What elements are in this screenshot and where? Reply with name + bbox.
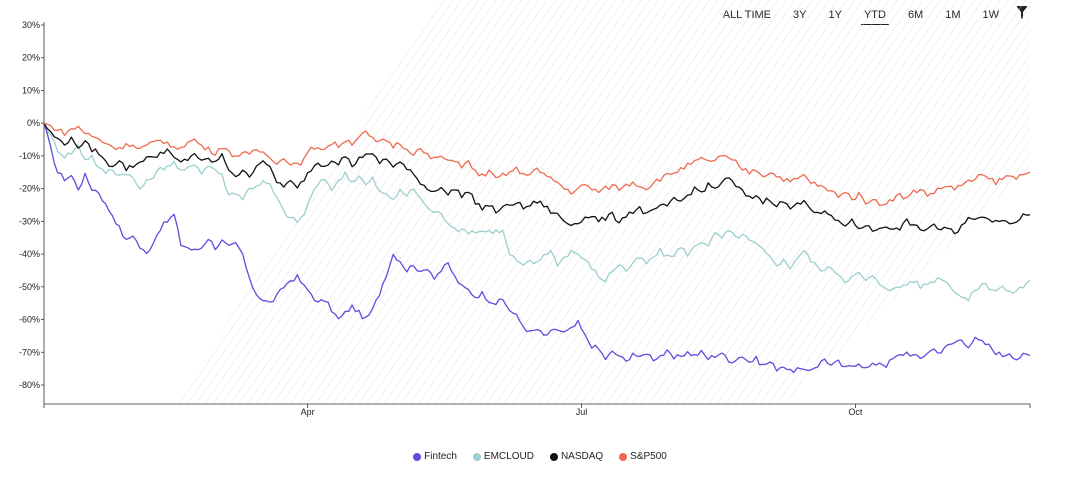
x-tick-label: Apr xyxy=(301,407,315,417)
legend: Fintech EMCLOUD NASDAQ S&P500 xyxy=(0,451,1080,462)
y-tick-label: -20% xyxy=(19,184,40,194)
legend-label: Fintech xyxy=(424,451,457,462)
y-tick-label: 0% xyxy=(27,118,40,128)
legend-item-nasdaq[interactable]: NASDAQ xyxy=(549,451,604,462)
y-tick-label: -10% xyxy=(19,151,40,161)
series-line-emcloud xyxy=(43,122,1031,302)
legend-item-s-p500[interactable]: S&P500 xyxy=(619,451,667,462)
legend-dot-icon xyxy=(472,452,481,461)
line-chart: 30% 20% 10% 0% -10% -20% -30% -40% -50% -60% -70% -… xyxy=(19,0,1031,417)
legend-label: S&P500 xyxy=(630,451,667,462)
y-tick-label: 20% xyxy=(22,53,40,63)
x-tick-label: Jul xyxy=(576,407,588,417)
legend-label: NASDAQ xyxy=(560,451,604,462)
y-tick-label: -60% xyxy=(19,315,40,325)
legend-item-emcloud[interactable]: EMCLOUD xyxy=(472,451,534,462)
y-tick-label: -40% xyxy=(19,249,40,259)
x-tick-label: Oct xyxy=(848,407,863,417)
legend-dot-icon xyxy=(549,452,558,461)
y-tick-label: -70% xyxy=(19,347,40,357)
legend-item-fintech[interactable]: Fintech xyxy=(413,451,457,462)
series-line-s-p500 xyxy=(43,122,1031,206)
y-tick-label: -50% xyxy=(19,282,40,292)
legend-dot-icon xyxy=(413,452,422,461)
legend-dot-icon xyxy=(619,452,628,461)
y-tick-label: 10% xyxy=(22,85,40,95)
legend-label: EMCLOUD xyxy=(483,451,534,462)
y-tick-label: -80% xyxy=(19,380,40,390)
series-line-fintech xyxy=(43,123,1031,374)
hatched-region xyxy=(173,0,1030,404)
series-line-nasdaq xyxy=(43,122,1031,235)
axes: 30% 20% 10% 0% -10% -20% -30% -40% -50% -60% -70% -… xyxy=(19,20,1031,417)
y-tick-label: 30% xyxy=(22,20,40,30)
series-lines xyxy=(43,122,1031,374)
y-tick-label: -30% xyxy=(19,216,40,226)
